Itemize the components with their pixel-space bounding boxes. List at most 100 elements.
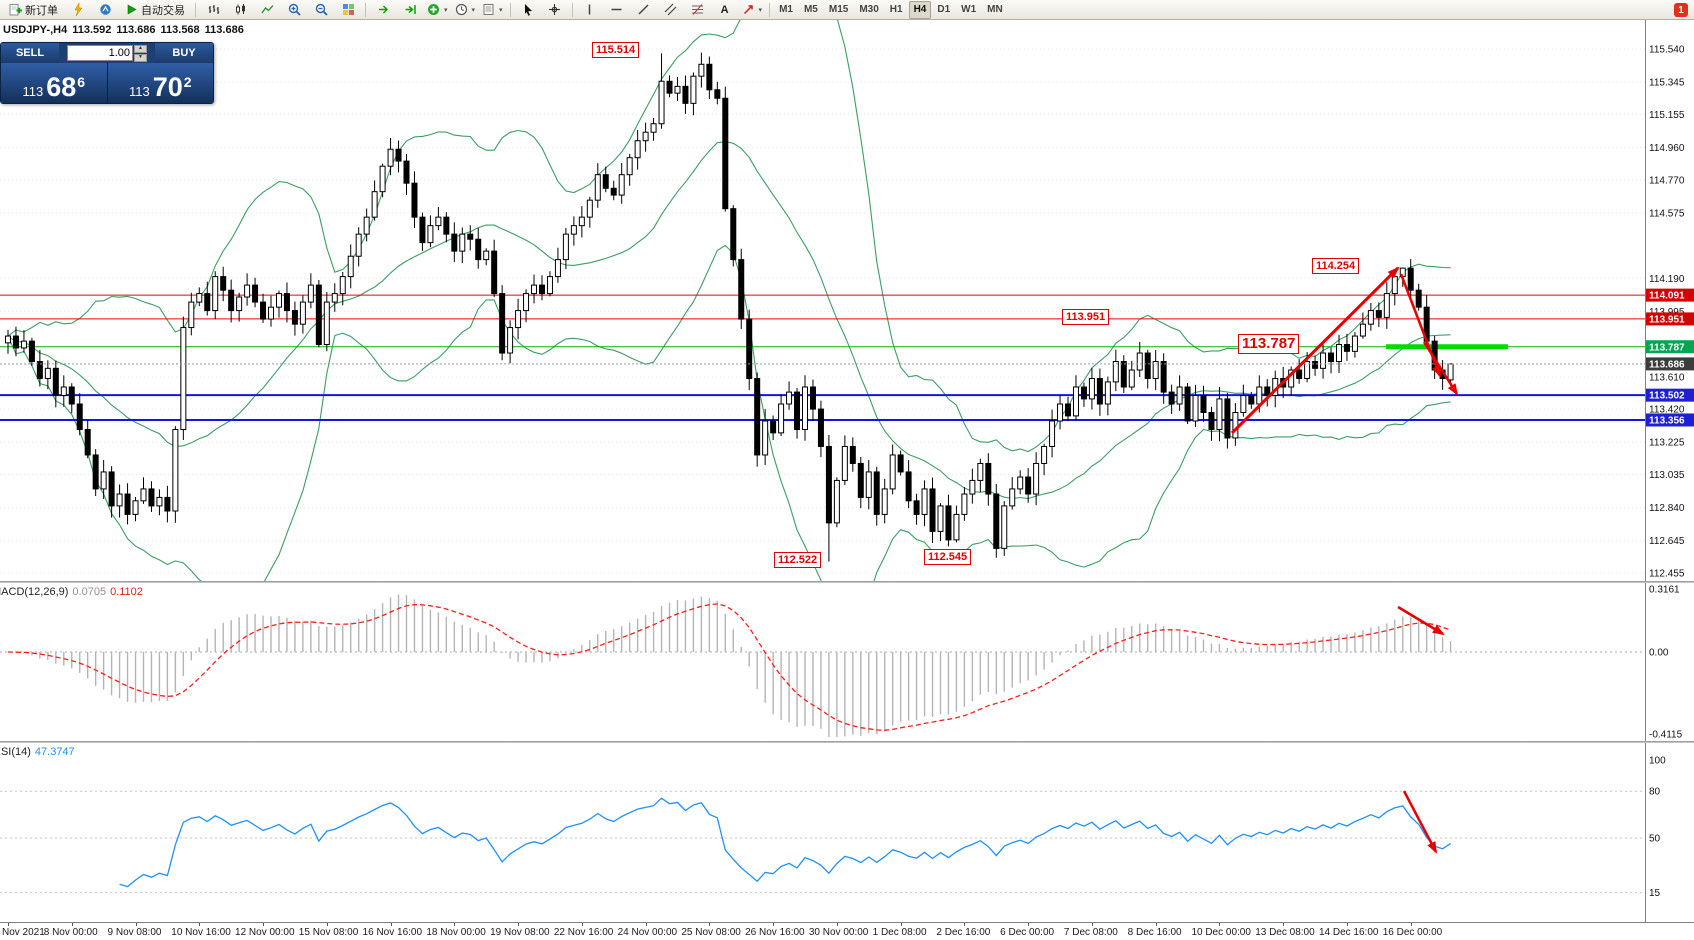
candlestick-chart-button[interactable] xyxy=(227,0,253,20)
panel-separator[interactable] xyxy=(0,581,1694,583)
svg-text:115.345: 115.345 xyxy=(1649,78,1685,89)
panel-separator[interactable] xyxy=(0,741,1694,743)
sell-price-button[interactable]: 113 68 6 xyxy=(1,63,108,103)
timeframe-h4[interactable]: H4 xyxy=(908,0,932,19)
svg-text:80: 80 xyxy=(1649,787,1661,798)
cursor-button[interactable] xyxy=(515,0,541,20)
price-label-113951[interactable]: 113.951 xyxy=(1062,309,1110,325)
indicators-button[interactable]: ▾ xyxy=(424,0,451,20)
rsi-indicator-label: RSI(14)47.3747 xyxy=(0,746,75,758)
periods-button[interactable]: ▾ xyxy=(452,0,479,20)
macd-title: MACD(12,26,9) xyxy=(0,586,69,598)
autotrading-button[interactable]: 自动交易 xyxy=(119,0,191,20)
macd-main-value: 0.0705 xyxy=(72,586,107,598)
dropdown-caret-icon: ▾ xyxy=(499,6,503,14)
main-toolbar: 新订单 自动交易 ▾ ▾ ▾ xyxy=(0,0,1694,20)
rsi-indicator-panel[interactable]: 100 80 50 15 xyxy=(0,743,1694,922)
svg-text:113.420: 113.420 xyxy=(1649,405,1685,416)
svg-text:15: 15 xyxy=(1649,888,1661,899)
trendline-button[interactable] xyxy=(631,0,657,20)
macd-indicator-panel[interactable]: 0.3161 0.00 -0.4115 xyxy=(0,583,1694,741)
zoom-in-button[interactable] xyxy=(281,0,307,20)
templates-button[interactable]: ▾ xyxy=(479,0,506,20)
time-axis-label: 18 Nov 00:00 xyxy=(426,927,486,938)
time-axis-label: 30 Nov 00:00 xyxy=(808,927,869,938)
add-indicator-icon xyxy=(428,4,439,15)
candlestick-icon xyxy=(235,4,245,15)
horizontal-line-button[interactable] xyxy=(604,0,630,20)
arrow-object-icon xyxy=(743,5,753,15)
svg-text:114.960: 114.960 xyxy=(1649,143,1685,154)
buy-price-sup: 2 xyxy=(183,74,192,90)
time-axis-label: 26 Nov 16:00 xyxy=(745,927,805,938)
fibonacci-icon xyxy=(692,4,704,15)
sell-price-big: 68 xyxy=(46,72,77,103)
arrow-tool-button[interactable]: ▾ xyxy=(739,0,766,20)
timeframe-m15[interactable]: M15 xyxy=(828,4,849,15)
quote-open: 113.592 xyxy=(72,24,112,36)
buy-button[interactable]: BUY xyxy=(155,43,213,63)
sell-price-prefix: 113 xyxy=(22,83,44,99)
text-tool-icon: A xyxy=(720,3,729,16)
toolbar-separator xyxy=(365,2,366,17)
price-label-112522[interactable]: 112.522 xyxy=(774,552,822,568)
timeframe-m30[interactable]: M30 xyxy=(859,4,879,15)
price-label-112545[interactable]: 112.545 xyxy=(924,549,972,565)
profiles-button[interactable] xyxy=(92,0,118,20)
time-axis-label: 10 Dec 00:00 xyxy=(1191,927,1251,938)
price-label-113787[interactable]: 113.787 xyxy=(1238,334,1300,354)
new-order-button[interactable]: 新订单 xyxy=(3,0,64,20)
zoom-out-button[interactable] xyxy=(308,0,334,20)
toolbar-separator xyxy=(509,2,511,17)
text-tool-button[interactable]: A xyxy=(712,0,738,20)
timeframe-w1[interactable]: W1 xyxy=(961,4,977,15)
time-axis-label: 2 Dec 16:00 xyxy=(936,927,991,938)
quote-close: 113.686 xyxy=(204,24,244,36)
buy-price-prefix: 113 xyxy=(128,83,150,99)
clock-icon xyxy=(455,3,467,16)
new-chart-button[interactable] xyxy=(65,0,91,20)
macd-signal-value: 0.1102 xyxy=(110,586,143,598)
buy-price-button[interactable]: 113 70 2 xyxy=(108,63,214,103)
new-order-label: 新订单 xyxy=(25,4,58,17)
volume-input[interactable] xyxy=(67,45,133,61)
time-axis[interactable]: Nov 2021 8 Nov 00:00 9 Nov 08:00 10 Nov 16:… xyxy=(0,922,1694,940)
tile-windows-button[interactable] xyxy=(335,0,361,20)
volume-up-button[interactable]: ▲ xyxy=(134,44,147,53)
time-axis-label: 8 Dec 16:00 xyxy=(1127,927,1182,938)
svg-text:114.190: 114.190 xyxy=(1649,274,1685,285)
timeframe-d1[interactable]: D1 xyxy=(937,4,951,15)
dropdown-caret-icon: ▾ xyxy=(444,6,448,14)
channel-button[interactable] xyxy=(658,0,684,20)
dropdown-caret-icon: ▾ xyxy=(471,6,476,14)
timeframe-mn[interactable]: MN xyxy=(987,4,1003,15)
svg-text:115.155: 115.155 xyxy=(1649,110,1685,121)
svg-text:50: 50 xyxy=(1649,834,1661,845)
zoom-out-icon xyxy=(315,3,328,16)
crosshair-button[interactable] xyxy=(542,0,568,20)
zoom-in-icon xyxy=(288,3,301,16)
auto-scroll-button[interactable] xyxy=(370,0,396,20)
line-chart-button[interactable] xyxy=(254,0,280,20)
svg-text:100: 100 xyxy=(1649,756,1666,767)
lightning-icon xyxy=(74,3,82,16)
toolbar-separator xyxy=(195,2,196,17)
dropdown-caret-icon: ▾ xyxy=(758,6,763,14)
svg-text:114.770: 114.770 xyxy=(1649,175,1685,186)
svg-text:0.3161: 0.3161 xyxy=(1649,585,1680,596)
timeframe-m1[interactable]: M1 xyxy=(779,4,793,15)
timeframe-m5[interactable]: M5 xyxy=(803,4,818,15)
volume-down-button[interactable]: ▼ xyxy=(134,53,147,62)
vertical-line-button[interactable] xyxy=(577,0,603,20)
price-label-114254[interactable]: 114.254 xyxy=(1312,258,1360,274)
price-label-115514[interactable]: 115.514 xyxy=(592,42,640,58)
sell-button[interactable]: SELL xyxy=(1,43,59,63)
fibonacci-button[interactable] xyxy=(685,0,711,20)
svg-text:113.502: 113.502 xyxy=(1649,391,1685,402)
time-axis-label: 12 Nov 00:00 xyxy=(235,927,295,938)
chart-shift-button[interactable] xyxy=(397,0,423,20)
timeframe-h1[interactable]: H1 xyxy=(889,4,903,15)
bar-chart-button[interactable] xyxy=(200,0,226,20)
main-price-chart[interactable]: 115.540 115.345 115.155 114.960 114.770 114.5… xyxy=(0,20,1694,581)
notification-badge[interactable]: 1 xyxy=(1674,3,1688,17)
